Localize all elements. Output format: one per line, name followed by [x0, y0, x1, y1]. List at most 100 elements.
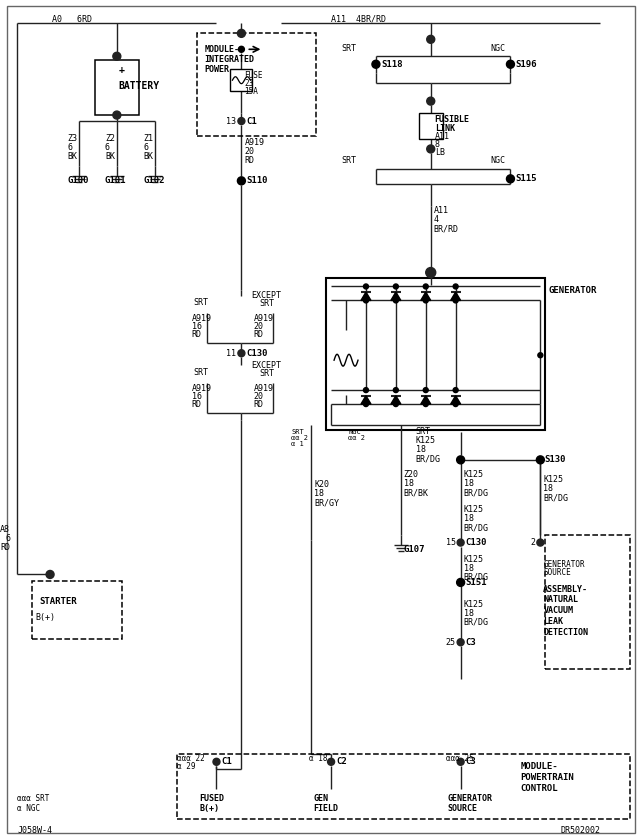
Text: SRT: SRT	[193, 298, 209, 307]
Circle shape	[506, 60, 515, 68]
Polygon shape	[391, 396, 401, 404]
Bar	[419, 113, 443, 139]
Text: FUSIBLE: FUSIBLE	[435, 115, 470, 123]
Text: NATURAL: NATURAL	[543, 595, 579, 604]
Text: B(+): B(+)	[35, 612, 55, 622]
Polygon shape	[451, 292, 461, 300]
Text: α 1: α 1	[291, 441, 304, 447]
Circle shape	[457, 758, 464, 765]
Text: G107: G107	[404, 545, 426, 554]
Text: C130: C130	[246, 349, 268, 357]
Text: SRT: SRT	[416, 427, 431, 436]
Text: 18: 18	[463, 479, 474, 488]
Text: BR/DG: BR/DG	[463, 488, 488, 498]
Text: SRT: SRT	[259, 299, 275, 308]
Text: BR/DG: BR/DG	[463, 573, 488, 582]
Text: BK: BK	[144, 153, 154, 161]
Circle shape	[237, 177, 245, 185]
Polygon shape	[391, 292, 401, 300]
Text: RD: RD	[253, 330, 263, 339]
Text: 23: 23	[244, 79, 253, 88]
Text: BR/RD: BR/RD	[434, 224, 459, 233]
Text: 18: 18	[463, 564, 474, 573]
Text: SOURCE: SOURCE	[447, 804, 477, 813]
Circle shape	[453, 388, 458, 393]
Text: BR/DG: BR/DG	[463, 524, 488, 532]
Text: DETECTION: DETECTION	[543, 628, 588, 637]
Text: 20: 20	[253, 392, 263, 400]
Text: INTEGRATED: INTEGRATED	[205, 55, 255, 64]
Circle shape	[537, 539, 544, 546]
Circle shape	[394, 298, 398, 303]
Text: 6: 6	[144, 143, 148, 153]
Text: A919: A919	[253, 314, 273, 323]
Text: C130: C130	[466, 538, 487, 547]
Text: A919: A919	[244, 138, 264, 148]
Text: B(+): B(+)	[200, 804, 220, 813]
Text: J058W-4: J058W-4	[17, 826, 52, 835]
Text: 20: 20	[244, 148, 254, 156]
Bar	[196, 34, 316, 136]
Text: A919: A919	[191, 383, 212, 393]
Text: 6: 6	[5, 534, 10, 543]
Text: 16: 16	[191, 322, 202, 331]
Text: S151: S151	[466, 578, 487, 587]
Text: RD: RD	[253, 399, 263, 409]
Circle shape	[394, 284, 398, 289]
Text: MODULE-: MODULE-	[520, 763, 558, 771]
Circle shape	[423, 284, 428, 289]
Text: C1: C1	[221, 758, 232, 766]
Text: 25: 25	[445, 638, 456, 647]
Text: RD: RD	[0, 543, 10, 552]
Text: BATTERY: BATTERY	[119, 81, 160, 91]
Polygon shape	[361, 396, 371, 404]
Text: NGC: NGC	[348, 429, 361, 435]
Text: 18: 18	[463, 609, 474, 618]
Text: 18: 18	[314, 489, 324, 498]
Text: A11: A11	[435, 133, 450, 142]
Circle shape	[453, 284, 458, 289]
Circle shape	[423, 298, 428, 303]
Text: αα 2: αα 2	[291, 435, 308, 441]
Text: K125: K125	[463, 471, 484, 479]
Text: α 29: α 29	[177, 763, 195, 771]
Text: POWERTRAIN: POWERTRAIN	[520, 774, 574, 782]
Text: FUSED: FUSED	[200, 795, 225, 803]
Bar	[230, 70, 252, 91]
Text: 6: 6	[105, 143, 110, 153]
Text: G100: G100	[67, 176, 88, 185]
Text: STARTER: STARTER	[39, 597, 77, 606]
Circle shape	[427, 35, 435, 44]
Circle shape	[213, 758, 220, 765]
Text: K125: K125	[463, 555, 484, 564]
Polygon shape	[361, 292, 371, 300]
Text: CONTROL: CONTROL	[520, 784, 558, 793]
Text: αα 2: αα 2	[348, 435, 365, 441]
Polygon shape	[420, 396, 431, 404]
Text: G102: G102	[144, 176, 165, 185]
Text: ααα 25: ααα 25	[445, 754, 474, 763]
Text: EXCEPT: EXCEPT	[252, 291, 282, 300]
Text: S115: S115	[515, 175, 537, 184]
Circle shape	[238, 350, 245, 357]
Text: POWER: POWER	[205, 65, 230, 74]
Text: G101: G101	[105, 176, 126, 185]
Circle shape	[457, 539, 464, 546]
Text: C3: C3	[466, 638, 476, 647]
Text: C1: C1	[246, 117, 257, 126]
Text: A8: A8	[0, 525, 10, 534]
Text: K20: K20	[314, 480, 329, 489]
Text: GENERATOR: GENERATOR	[543, 560, 585, 569]
Circle shape	[364, 298, 369, 303]
Text: RD: RD	[244, 156, 254, 165]
Circle shape	[453, 298, 458, 303]
Text: 15: 15	[445, 538, 456, 547]
Circle shape	[364, 284, 369, 289]
Text: S110: S110	[246, 176, 268, 185]
Circle shape	[113, 52, 121, 60]
Text: SRT: SRT	[291, 429, 304, 435]
Text: SRT: SRT	[259, 368, 275, 378]
Text: SRT: SRT	[341, 44, 356, 53]
Circle shape	[394, 388, 398, 393]
Text: A11  4BR/RD: A11 4BR/RD	[331, 15, 386, 23]
